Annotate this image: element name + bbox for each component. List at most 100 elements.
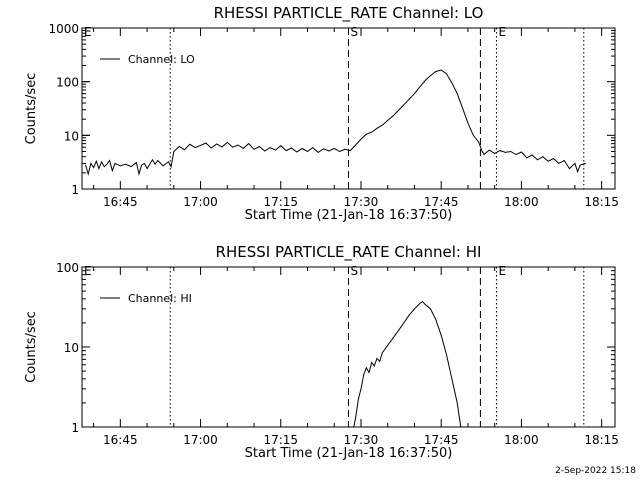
data-point	[226, 142, 228, 143]
data-point	[98, 168, 100, 170]
data-point	[162, 165, 164, 167]
data-point	[488, 149, 490, 151]
data-point	[408, 98, 410, 100]
data-point	[435, 71, 437, 72]
data-point	[505, 152, 506, 153]
data-point	[360, 388, 362, 390]
data-point	[424, 304, 426, 305]
data-point	[210, 147, 212, 149]
data-point	[259, 146, 260, 147]
y-tick-label: 1000	[48, 22, 79, 36]
data-point	[360, 138, 362, 140]
y-tick-label: 100	[56, 76, 79, 90]
data-point	[494, 153, 496, 154]
data-point	[339, 151, 340, 152]
y-axis-label: Counts/sec	[24, 73, 39, 145]
data-point	[579, 164, 581, 166]
data-point	[130, 166, 132, 168]
data-point	[419, 86, 421, 88]
data-point	[379, 361, 381, 362]
data-point	[353, 426, 355, 428]
data-point	[483, 154, 485, 155]
data-point	[460, 426, 462, 428]
data-point	[365, 133, 367, 135]
data-point	[194, 147, 196, 149]
data-point	[446, 73, 447, 75]
marker-label: E	[84, 25, 92, 39]
data-point	[101, 161, 102, 163]
x-axis-label: Start Time (21-Jan-18 16:37:50)	[245, 446, 453, 461]
data-point	[408, 314, 410, 316]
x-tick-label: 17:00	[183, 433, 218, 447]
chart-title: RHESSI PARTICLE_RATE Channel: LO	[214, 4, 484, 23]
data-point	[242, 148, 244, 149]
data-point	[585, 163, 586, 164]
data-point	[392, 115, 394, 117]
data-point	[547, 160, 549, 162]
data-point	[136, 162, 137, 164]
data-point	[577, 171, 578, 173]
legend-entry: Channel: HI	[128, 292, 192, 305]
data-point	[526, 157, 528, 159]
data-point	[119, 165, 121, 167]
x-tick-label: 17:30	[344, 433, 379, 447]
data-point	[472, 134, 474, 136]
data-point	[542, 156, 544, 158]
data-point	[451, 82, 453, 84]
legend-entry: Channel: LO	[128, 53, 195, 66]
data-point	[109, 160, 110, 161]
data-point	[146, 168, 148, 170]
data-point	[467, 122, 469, 124]
x-tick-label: 17:00	[183, 195, 218, 209]
data-point	[232, 146, 234, 148]
data-point	[248, 143, 250, 145]
chart-panel-1: RHESSI PARTICLE_RATE Channel: LO 1 10 100 10…	[24, 4, 619, 223]
data-point	[537, 159, 538, 161]
data-point	[216, 143, 218, 145]
x-axis-label: Start Time (21-Jan-18 16:37:50)	[245, 208, 453, 223]
data-point	[387, 344, 389, 346]
data-point	[392, 337, 394, 339]
data-point	[141, 164, 143, 166]
data-point	[200, 145, 201, 146]
data-point	[312, 147, 314, 149]
data-point	[349, 150, 351, 152]
x-tick-label: 17:15	[263, 195, 298, 209]
data-point	[307, 151, 308, 152]
data-point	[403, 104, 405, 106]
data-point	[440, 334, 442, 336]
series-line	[353, 300, 462, 428]
data-point	[481, 151, 483, 152]
data-point	[368, 372, 370, 373]
data-point	[462, 107, 463, 109]
data-point	[430, 75, 431, 76]
data-point	[189, 143, 191, 145]
data-point	[85, 164, 86, 166]
data-point	[365, 367, 367, 369]
marker-label: S	[351, 25, 359, 39]
data-point	[95, 160, 97, 162]
x-tick-label: 18:15	[584, 195, 619, 209]
data-point	[87, 173, 89, 175]
data-point	[317, 152, 319, 153]
data-point	[515, 154, 517, 155]
y-tick-label: 1	[71, 421, 79, 435]
data-point	[93, 167, 94, 169]
data-point	[414, 93, 415, 94]
data-point	[170, 166, 172, 168]
data-point	[558, 163, 560, 164]
data-point	[531, 154, 533, 156]
data-point	[371, 362, 373, 363]
data-point	[152, 159, 153, 161]
data-point	[114, 163, 116, 164]
data-point	[521, 151, 522, 153]
marker-label: E	[84, 264, 92, 278]
data-point	[376, 127, 378, 129]
data-point	[144, 163, 145, 164]
data-point	[184, 149, 185, 151]
data-point	[90, 163, 92, 164]
x-tick-label: 17:45	[424, 433, 459, 447]
data-point	[424, 80, 426, 81]
data-point	[205, 142, 207, 144]
